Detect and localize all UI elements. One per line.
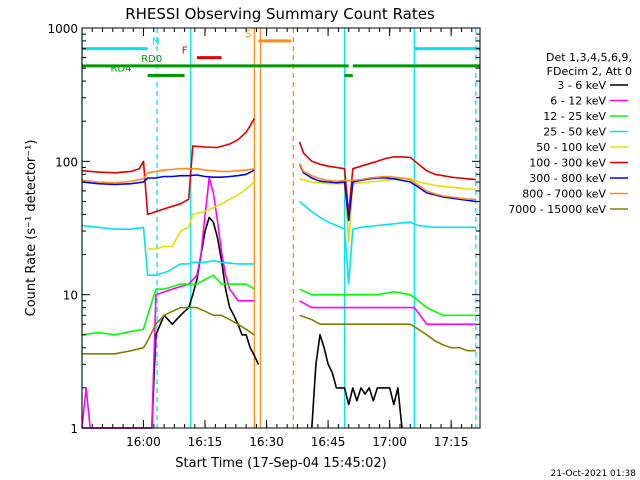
series-line bbox=[299, 314, 476, 352]
x-tick-label: 17:00 bbox=[372, 435, 407, 449]
series-line bbox=[299, 177, 476, 243]
series-line bbox=[81, 169, 255, 186]
x-tick-label: 16:15 bbox=[188, 435, 223, 449]
y-axis-label: Count Rate (s⁻¹ detector⁻¹) bbox=[24, 140, 39, 317]
x-axis-label: Start Time (17-Sep-04 15:45:02) bbox=[175, 456, 386, 471]
legend: Det 1,3,4,5,6,9,FDecim 2, Att 03 - 6 keV… bbox=[508, 51, 632, 216]
series-line bbox=[298, 163, 476, 200]
series-line bbox=[311, 333, 403, 429]
legend-entry-label: 7000 - 15000 keV bbox=[508, 203, 606, 216]
series-line bbox=[299, 288, 476, 317]
series-line bbox=[81, 274, 255, 336]
legend-entry-label: 50 - 100 keV bbox=[536, 141, 606, 154]
state-label: S bbox=[245, 29, 251, 40]
legend-entry-label: 800 - 7000 keV bbox=[522, 188, 606, 201]
legend-header: FDecim 2, Att 0 bbox=[547, 65, 632, 78]
legend-entry-label: 6 - 12 keV bbox=[550, 95, 606, 108]
state-label: F bbox=[182, 46, 188, 57]
legend-entry-label: 300 - 800 keV bbox=[529, 172, 606, 185]
x-tick-label: 16:45 bbox=[311, 435, 346, 449]
chart-title: RHESSI Observing Summary Count Rates bbox=[125, 5, 435, 23]
state-label: N bbox=[152, 37, 159, 48]
series-line bbox=[299, 300, 476, 326]
plot-frame bbox=[81, 27, 481, 429]
legend-entry-label: 3 - 6 keV bbox=[557, 79, 606, 92]
legend-entry-label: 12 - 25 keV bbox=[543, 110, 606, 123]
y-tick-label: 10 bbox=[63, 289, 78, 303]
state-label: RD0 bbox=[141, 54, 162, 65]
plot-content: N F S RD0 RD4 bbox=[81, 28, 480, 429]
series-line bbox=[298, 163, 477, 222]
series-line bbox=[81, 224, 255, 277]
axes: 16:00 16:15 16:30 16:45 17:00 17:15 1 10 100 1000 bbox=[47, 22, 480, 449]
series-line bbox=[82, 306, 255, 355]
series-line bbox=[147, 181, 255, 250]
state-label: RD4 bbox=[110, 64, 131, 75]
x-tick-label: 16:00 bbox=[126, 435, 161, 449]
x-tick-label: 16:30 bbox=[249, 435, 284, 449]
legend-entry-label: 100 - 300 keV bbox=[529, 157, 606, 170]
x-tick-label: 17:15 bbox=[434, 435, 469, 449]
legend-header: Det 1,3,4,5,6,9, bbox=[546, 51, 632, 64]
y-tick-label: 1 bbox=[70, 422, 78, 436]
series-line bbox=[82, 216, 260, 429]
legend-entry-label: 25 - 50 keV bbox=[543, 126, 606, 139]
y-tick-label: 1000 bbox=[47, 22, 78, 36]
footer-timestamp: 21-Oct-2021 01:38 bbox=[551, 469, 637, 479]
series-line bbox=[298, 200, 476, 285]
y-tick-label: 100 bbox=[55, 155, 78, 169]
series-line bbox=[298, 141, 476, 216]
series-line bbox=[81, 177, 255, 429]
series-line bbox=[81, 118, 255, 216]
series-line bbox=[81, 167, 255, 184]
